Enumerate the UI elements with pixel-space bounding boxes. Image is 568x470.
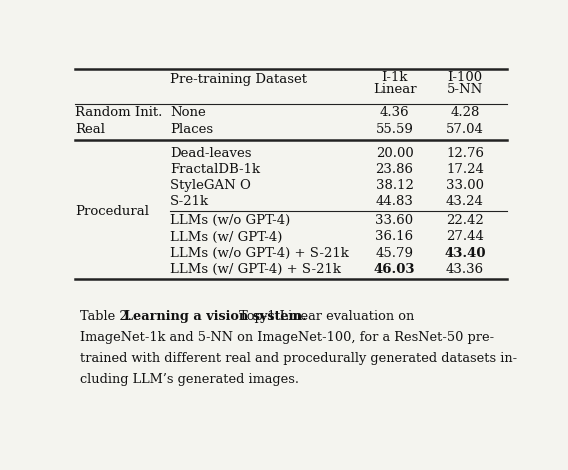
Text: 43.36: 43.36: [446, 263, 484, 276]
Text: 22.42: 22.42: [446, 214, 484, 227]
Text: trained with different real and procedurally generated datasets in-: trained with different real and procedur…: [80, 352, 517, 365]
Text: Pre-training Dataset: Pre-training Dataset: [170, 73, 307, 86]
Text: 4.28: 4.28: [450, 106, 479, 119]
Text: LLMs (w/o GPT-4) + S-21k: LLMs (w/o GPT-4) + S-21k: [170, 247, 349, 260]
Text: S-21k: S-21k: [170, 196, 209, 208]
Text: 44.83: 44.83: [375, 196, 414, 208]
Text: Real: Real: [76, 123, 106, 136]
Text: 43.24: 43.24: [446, 196, 484, 208]
Text: 43.40: 43.40: [444, 247, 486, 260]
Text: Top-1 Linear evaluation on: Top-1 Linear evaluation on: [235, 310, 414, 323]
Text: LLMs (w/o GPT-4): LLMs (w/o GPT-4): [170, 214, 290, 227]
Text: 33.60: 33.60: [375, 214, 414, 227]
Text: 55.59: 55.59: [375, 123, 414, 136]
Text: LLMs (w/ GPT-4) + S-21k: LLMs (w/ GPT-4) + S-21k: [170, 263, 341, 276]
Text: 45.79: 45.79: [375, 247, 414, 260]
Text: I-100: I-100: [448, 70, 483, 84]
Text: ImageNet-1k and 5-NN on ImageNet-100, for a ResNet-50 pre-: ImageNet-1k and 5-NN on ImageNet-100, fo…: [80, 331, 494, 344]
Text: 27.44: 27.44: [446, 230, 484, 243]
Text: Table 2.: Table 2.: [80, 310, 132, 323]
Text: 17.24: 17.24: [446, 163, 484, 176]
Text: 57.04: 57.04: [446, 123, 484, 136]
Text: Random Init.: Random Init.: [76, 106, 163, 119]
Text: 46.03: 46.03: [374, 263, 415, 276]
Text: LLMs (w/ GPT-4): LLMs (w/ GPT-4): [170, 230, 282, 243]
Text: 4.36: 4.36: [380, 106, 410, 119]
Text: 33.00: 33.00: [446, 179, 484, 192]
Text: I-1k: I-1k: [381, 70, 408, 84]
Text: StyleGAN O: StyleGAN O: [170, 179, 251, 192]
Text: Linear: Linear: [373, 83, 416, 96]
Text: Learning a vision system.: Learning a vision system.: [124, 310, 307, 323]
Text: 23.86: 23.86: [375, 163, 414, 176]
Text: Procedural: Procedural: [76, 205, 149, 218]
Text: None: None: [170, 106, 206, 119]
Text: FractalDB-1k: FractalDB-1k: [170, 163, 260, 176]
Text: 38.12: 38.12: [375, 179, 414, 192]
Text: 5-NN: 5-NN: [447, 83, 483, 96]
Text: Places: Places: [170, 123, 213, 136]
Text: cluding LLM’s generated images.: cluding LLM’s generated images.: [80, 373, 299, 386]
Text: 12.76: 12.76: [446, 147, 484, 159]
Text: 20.00: 20.00: [375, 147, 414, 159]
Text: Dead-leaves: Dead-leaves: [170, 147, 252, 159]
Text: 36.16: 36.16: [375, 230, 414, 243]
